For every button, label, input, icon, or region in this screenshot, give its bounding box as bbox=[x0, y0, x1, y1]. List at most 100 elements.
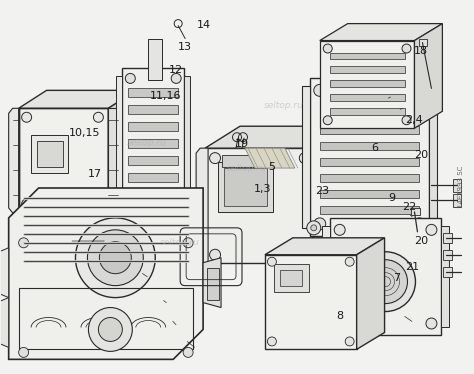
Circle shape bbox=[413, 85, 426, 96]
Polygon shape bbox=[109, 91, 137, 213]
Bar bbox=[320, 142, 419, 150]
Bar bbox=[310, 79, 429, 236]
Circle shape bbox=[426, 318, 437, 329]
Bar bbox=[36, 141, 63, 167]
Text: seltop.ru: seltop.ru bbox=[160, 238, 200, 247]
Bar bbox=[128, 122, 178, 131]
Bar bbox=[207, 268, 219, 300]
Polygon shape bbox=[116, 76, 122, 215]
Bar bbox=[320, 94, 419, 102]
Circle shape bbox=[413, 218, 426, 230]
Bar bbox=[128, 139, 178, 148]
Circle shape bbox=[183, 347, 193, 358]
Bar bbox=[330, 67, 404, 73]
Circle shape bbox=[99, 318, 122, 341]
Circle shape bbox=[334, 224, 345, 235]
Bar bbox=[274, 264, 309, 292]
Bar bbox=[330, 94, 404, 101]
Polygon shape bbox=[356, 238, 384, 349]
Circle shape bbox=[22, 199, 32, 209]
Bar bbox=[31, 135, 69, 173]
Polygon shape bbox=[9, 108, 18, 213]
Circle shape bbox=[356, 252, 416, 312]
Polygon shape bbox=[302, 86, 310, 228]
Circle shape bbox=[210, 153, 220, 163]
Polygon shape bbox=[205, 148, 313, 263]
Text: 8: 8 bbox=[336, 310, 343, 321]
Polygon shape bbox=[18, 108, 109, 213]
Bar bbox=[419, 39, 428, 46]
Text: 18: 18 bbox=[414, 46, 428, 56]
Polygon shape bbox=[322, 226, 330, 328]
Bar bbox=[443, 250, 452, 260]
Circle shape bbox=[125, 208, 135, 218]
Polygon shape bbox=[196, 148, 208, 263]
Bar bbox=[128, 173, 178, 182]
Polygon shape bbox=[109, 108, 118, 213]
Text: 11,16: 11,16 bbox=[150, 91, 181, 101]
Circle shape bbox=[314, 85, 326, 96]
Bar bbox=[330, 108, 404, 115]
Polygon shape bbox=[0, 248, 9, 298]
Text: seltop.ru: seltop.ru bbox=[227, 164, 266, 173]
Text: 7: 7 bbox=[393, 273, 400, 283]
Text: 21: 21 bbox=[405, 262, 419, 272]
Circle shape bbox=[345, 337, 354, 346]
Circle shape bbox=[183, 238, 193, 248]
Bar bbox=[320, 110, 419, 118]
Bar bbox=[320, 158, 419, 166]
Bar bbox=[330, 218, 441, 335]
Circle shape bbox=[307, 221, 321, 235]
Bar bbox=[224, 168, 267, 206]
Polygon shape bbox=[9, 188, 203, 359]
Circle shape bbox=[93, 112, 103, 122]
Circle shape bbox=[323, 44, 332, 53]
Polygon shape bbox=[313, 126, 347, 263]
Circle shape bbox=[125, 73, 135, 83]
Text: 5: 5 bbox=[268, 162, 275, 172]
Text: 9: 9 bbox=[388, 193, 395, 203]
Circle shape bbox=[18, 347, 28, 358]
Bar bbox=[148, 39, 162, 80]
Text: 1,3: 1,3 bbox=[254, 184, 271, 194]
Text: 6: 6 bbox=[372, 143, 379, 153]
Circle shape bbox=[93, 199, 103, 209]
Polygon shape bbox=[320, 40, 414, 128]
Circle shape bbox=[402, 116, 411, 125]
Bar bbox=[443, 233, 452, 243]
Circle shape bbox=[267, 257, 276, 266]
Polygon shape bbox=[429, 86, 438, 228]
Bar bbox=[280, 270, 302, 286]
Polygon shape bbox=[414, 24, 442, 128]
Text: 12: 12 bbox=[168, 65, 182, 75]
Bar bbox=[128, 156, 178, 165]
Bar bbox=[18, 108, 109, 213]
Polygon shape bbox=[245, 148, 295, 168]
Text: 17: 17 bbox=[88, 169, 102, 179]
Circle shape bbox=[87, 230, 143, 286]
Bar bbox=[222, 155, 260, 167]
Bar bbox=[128, 190, 178, 199]
Circle shape bbox=[22, 112, 32, 122]
Bar bbox=[453, 194, 461, 207]
Polygon shape bbox=[320, 24, 442, 40]
Circle shape bbox=[299, 249, 310, 260]
Bar bbox=[320, 174, 419, 182]
Circle shape bbox=[75, 218, 155, 298]
Bar bbox=[411, 208, 420, 215]
Polygon shape bbox=[0, 298, 9, 347]
Bar bbox=[443, 267, 452, 277]
Circle shape bbox=[100, 242, 131, 274]
Text: seltop.ru: seltop.ru bbox=[264, 101, 304, 110]
Bar bbox=[330, 80, 404, 88]
Circle shape bbox=[171, 73, 181, 83]
Polygon shape bbox=[265, 255, 356, 349]
Circle shape bbox=[299, 153, 310, 163]
Polygon shape bbox=[441, 226, 449, 328]
Bar bbox=[453, 179, 461, 192]
Bar bbox=[320, 190, 419, 198]
Circle shape bbox=[345, 257, 354, 266]
Circle shape bbox=[364, 260, 408, 304]
Polygon shape bbox=[205, 126, 347, 148]
Text: 13: 13 bbox=[178, 42, 192, 52]
